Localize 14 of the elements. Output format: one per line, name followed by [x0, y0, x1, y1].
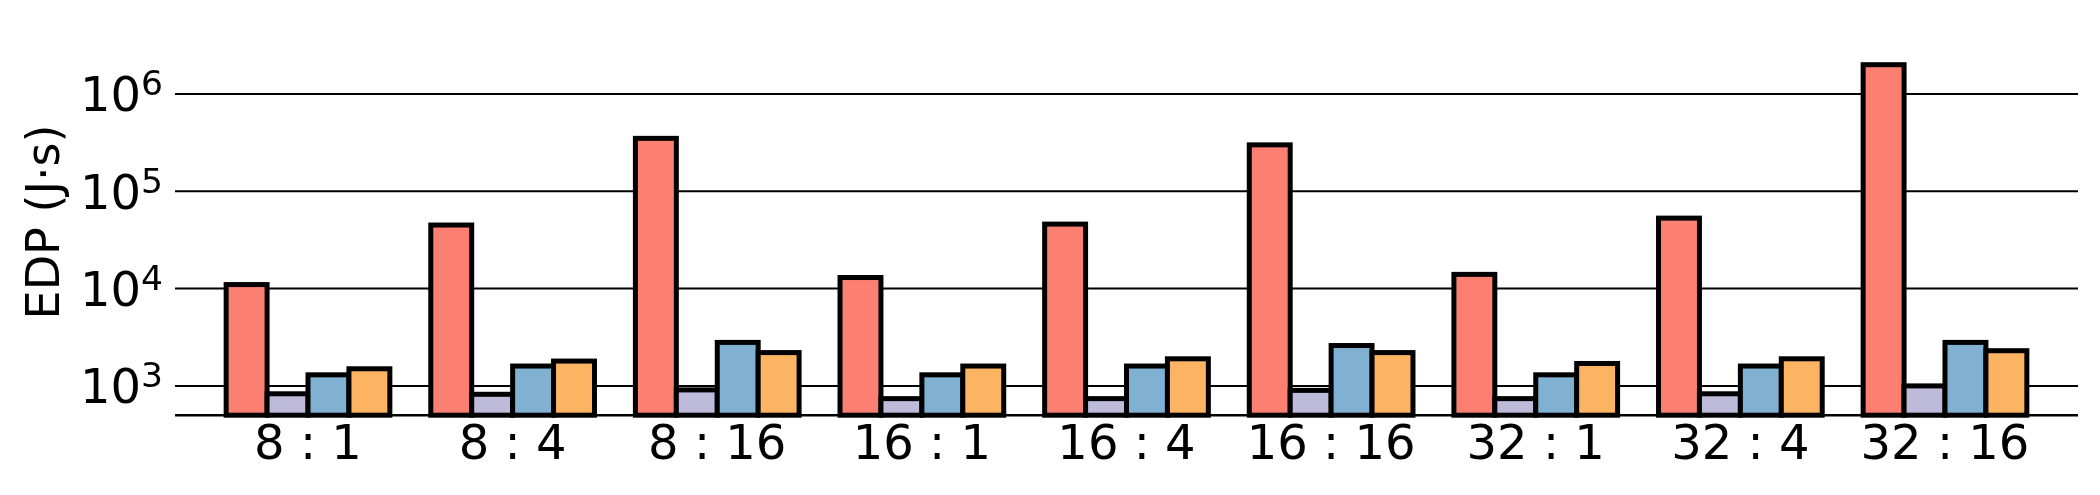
- x-tick-label: 16 : 4: [1057, 414, 1196, 471]
- x-tick-label: 16 : 1: [852, 414, 992, 471]
- y-tick-label: 10$^{4}$: [79, 258, 163, 317]
- x-tick-label: 32 : 16: [1860, 414, 2030, 471]
- x-tick-label: 8 : 1: [254, 414, 362, 471]
- y-tick-label: 10$^{3}$: [79, 355, 163, 415]
- x-tick-label: 32 : 4: [1671, 414, 1810, 471]
- x-tick-label: 8 : 16: [648, 414, 787, 471]
- y-tick-label: 10$^{5}$: [79, 160, 163, 220]
- y-tick-label: 10$^{6}$: [79, 63, 163, 123]
- x-tick-label: 16 : 16: [1246, 414, 1416, 471]
- x-tick-label: 8 : 4: [458, 414, 567, 471]
- y-axis-title: EDP (J·s): [15, 124, 70, 320]
- x-tick-label: 32 : 1: [1466, 414, 1605, 471]
